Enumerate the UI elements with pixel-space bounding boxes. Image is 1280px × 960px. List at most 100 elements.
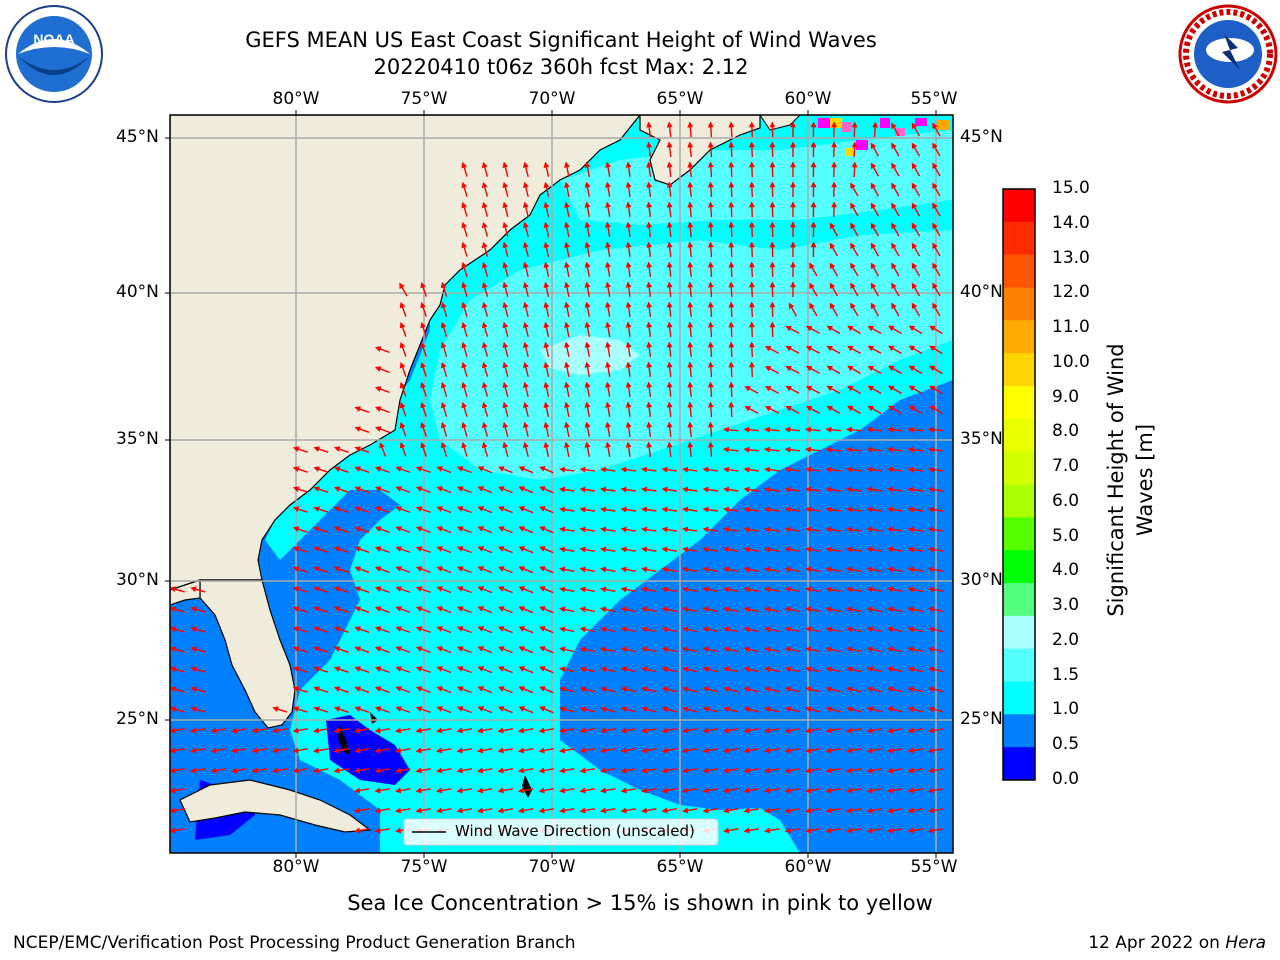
wind-wave-arrowhead — [374, 346, 382, 352]
wind-wave-arrowhead — [764, 727, 771, 734]
wind-wave-arrowhead — [584, 201, 591, 208]
wind-wave-arrowhead — [313, 626, 320, 632]
wind-wave-arrowhead — [497, 787, 504, 794]
wind-wave-arrowhead — [625, 381, 632, 388]
wind-wave-arrowhead — [891, 162, 897, 170]
wind-wave-arrowhead — [743, 466, 750, 473]
wind-wave-arrowhead — [461, 281, 467, 289]
wind-wave-arrowhead — [682, 666, 689, 673]
wind-wave-arrowhead — [723, 727, 730, 734]
wind-wave-arrowhead — [723, 466, 730, 473]
wind-wave-arrowhead — [764, 586, 771, 593]
wind-wave-arrowhead — [831, 201, 838, 208]
wind-wave-arrowhead — [374, 666, 382, 672]
wind-wave-arrowhead — [866, 686, 874, 693]
wind-wave-arrowhead — [456, 787, 463, 794]
wind-wave-arrowhead — [764, 526, 771, 533]
wind-wave-arrowhead — [866, 586, 873, 593]
wind-wave-arrowhead — [477, 807, 484, 814]
wind-wave-arrowhead — [538, 747, 545, 754]
wind-wave-arrowhead — [374, 366, 382, 372]
wind-wave-arrowhead — [481, 181, 488, 189]
wind-wave-arrowhead — [374, 386, 382, 392]
wind-wave-arrowhead — [456, 747, 463, 754]
wind-wave-arrowhead — [522, 161, 529, 169]
wind-wave-arrowhead — [539, 486, 546, 492]
wind-wave-arrowhead — [518, 506, 526, 512]
wind-wave-arrowhead — [682, 526, 689, 533]
wind-wave-arrowhead — [538, 787, 545, 794]
wind-wave-arrowhead — [928, 827, 935, 834]
wind-wave-arrowhead — [829, 242, 836, 250]
wind-wave-arrowhead — [825, 446, 832, 453]
wind-wave-arrowhead — [666, 121, 673, 128]
wind-wave-arrowhead — [440, 421, 447, 429]
wind-wave-arrowhead — [477, 747, 484, 754]
wind-wave-arrowhead — [763, 426, 771, 433]
wind-wave-arrowhead — [850, 222, 856, 230]
wind-wave-arrowhead — [866, 526, 873, 533]
wind-wave-arrowhead — [481, 401, 488, 409]
wind-wave-arrowhead — [605, 321, 611, 328]
wind-wave-arrowhead — [847, 345, 854, 352]
wind-wave-arrowhead — [785, 325, 792, 332]
wind-wave-arrowhead — [785, 345, 792, 352]
lon-label-top-70w: 70°W — [528, 89, 576, 109]
wind-wave-arrowhead — [661, 747, 668, 754]
wind-wave-arrowhead — [907, 807, 914, 814]
wind-wave-arrowhead — [743, 566, 750, 573]
wind-wave-arrowhead — [502, 421, 509, 429]
wind-wave-arrowhead — [539, 506, 546, 512]
wind-wave-arrowhead — [851, 161, 858, 168]
wind-wave-arrowhead — [911, 182, 918, 190]
wind-wave-arrowhead — [887, 727, 894, 734]
wind-wave-arrowhead — [333, 566, 341, 572]
wind-wave-arrowhead — [888, 365, 895, 372]
lat-label-right-45n: 45°N — [960, 127, 1003, 147]
colorbar-tick-label: 9.0 — [1052, 386, 1080, 407]
wind-wave-arrowhead — [559, 466, 566, 473]
wind-wave-arrowhead — [887, 546, 894, 553]
wind-wave-arrowhead — [600, 626, 607, 633]
wind-wave-arrowhead — [620, 466, 627, 473]
wind-wave-arrowhead — [743, 747, 750, 754]
wind-wave-arrowhead — [661, 626, 668, 633]
wind-wave-arrowhead — [805, 586, 812, 593]
wind-wave-arrowhead — [661, 706, 669, 713]
wind-wave-arrowhead — [518, 466, 526, 472]
wind-wave-arrowhead — [559, 727, 566, 734]
wind-wave-arrowhead — [702, 466, 709, 473]
wind-wave-arrowhead — [374, 747, 381, 754]
wind-wave-arrowhead — [891, 222, 897, 230]
wind-wave-arrowhead — [908, 365, 916, 372]
wind-wave-arrowhead — [784, 706, 792, 713]
wind-wave-arrowhead — [564, 341, 570, 348]
wind-wave-arrowhead — [461, 401, 467, 409]
wind-wave-arrowhead — [497, 747, 504, 754]
wind-wave-arrowhead — [641, 747, 648, 754]
wind-wave-arrowhead — [625, 301, 632, 308]
wind-wave-arrowhead — [748, 301, 755, 308]
wind-wave-arrowhead — [687, 421, 694, 428]
wind-wave-arrowhead — [870, 302, 877, 310]
wind-wave-arrowhead — [559, 546, 566, 553]
wind-wave-arrowhead — [809, 302, 815, 310]
wind-wave-arrowhead — [784, 827, 791, 834]
wind-wave-arrowhead — [929, 345, 936, 352]
wind-wave-arrowhead — [436, 686, 443, 692]
wind-wave-arrowhead — [600, 506, 607, 513]
wind-wave-arrowhead — [374, 787, 381, 794]
wind-wave-arrowhead — [887, 787, 894, 794]
wind-wave-arrowhead — [313, 706, 320, 712]
wind-wave-arrowhead — [420, 441, 426, 449]
wind-wave-arrowhead — [605, 441, 611, 448]
wind-wave-arrowhead — [845, 446, 853, 453]
wind-wave-arrowhead — [870, 182, 877, 190]
wind-wave-arrowhead — [666, 261, 673, 268]
wind-wave-arrowhead — [498, 686, 505, 692]
wind-wave-arrowhead — [641, 606, 648, 613]
wind-wave-arrowhead — [543, 261, 550, 268]
wind-wave-arrowhead — [911, 142, 918, 150]
lat-label-right-35n: 35°N — [960, 429, 1003, 449]
wind-wave-arrowhead — [354, 486, 361, 492]
